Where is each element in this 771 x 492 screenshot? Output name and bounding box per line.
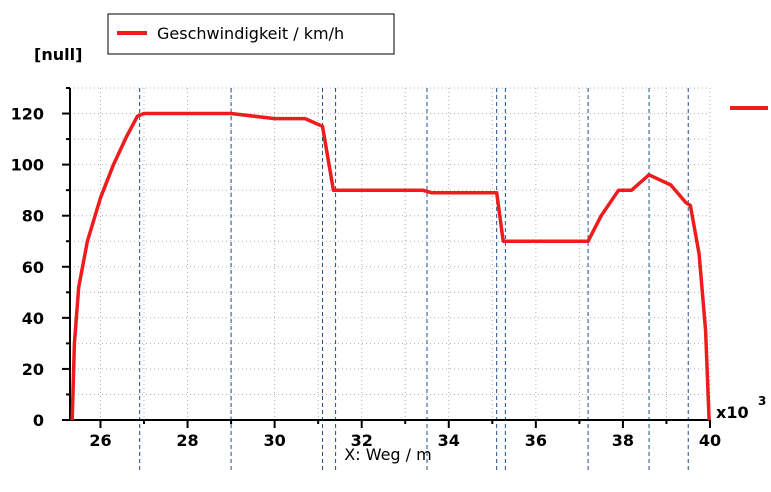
y-tick-label: 0 — [33, 411, 44, 430]
x-multiplier-label: x10 — [716, 403, 749, 422]
legend-label: Geschwindigkeit / km/h — [157, 24, 344, 43]
y-tick-label: 60 — [22, 258, 44, 277]
x-tick-label: 30 — [263, 431, 285, 450]
series-line — [70, 111, 711, 421]
axes — [62, 87, 711, 428]
x-tick-labels: 26 28 30 32 34 36 38 40 — [89, 431, 721, 450]
x-tick-label: 38 — [612, 431, 634, 450]
x-tick-label: 32 — [351, 431, 373, 450]
y-tick-label: 20 — [22, 360, 44, 379]
legend: Geschwindigkeit / km/h — [107, 13, 395, 55]
y-tick-label: 80 — [22, 207, 44, 226]
grid — [70, 87, 711, 420]
x-tick-label: 28 — [176, 431, 198, 450]
x-tick-label: 34 — [438, 431, 460, 450]
series — [70, 111, 711, 421]
x-multiplier-exponent: 3 — [758, 394, 766, 408]
vertical-markers — [139, 88, 689, 470]
y-tick-label: 40 — [22, 309, 44, 328]
y-tick-label: 100 — [11, 156, 44, 175]
y-tick-labels: 0 20 40 60 80 100 120 — [11, 105, 44, 430]
legend-box — [107, 13, 395, 55]
y-tick-label: 120 — [11, 105, 44, 124]
x-tick-label: 36 — [525, 431, 547, 450]
y-axis-label: [null] — [34, 45, 82, 64]
x-tick-label: 26 — [89, 431, 111, 450]
x-tick-label: 40 — [699, 431, 721, 450]
x-axis-title: X: Weg / m — [344, 445, 431, 464]
